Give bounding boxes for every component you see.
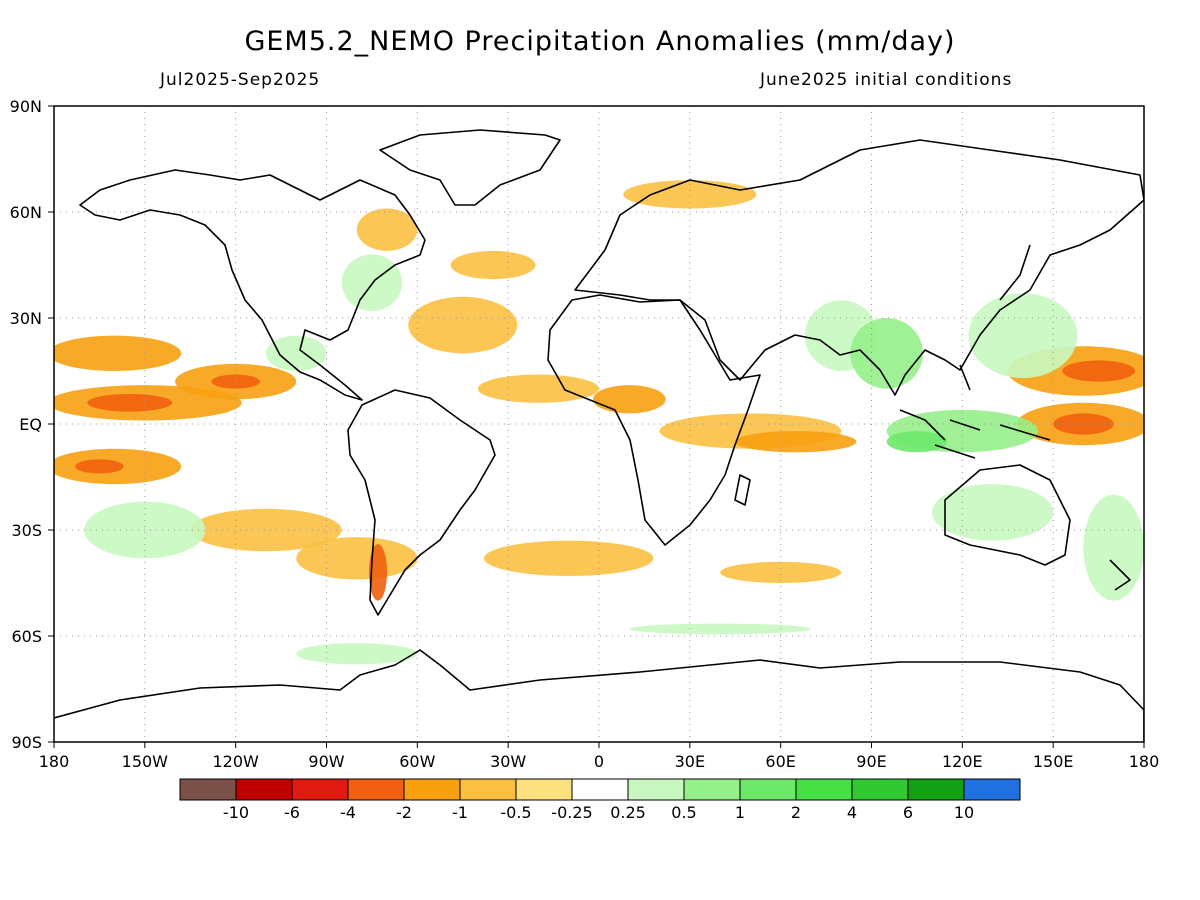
longitude-tick-label: 150E	[1033, 752, 1074, 771]
colorbar-label: -4	[340, 803, 356, 822]
anomaly-region	[87, 393, 173, 412]
anomaly-region	[1053, 413, 1114, 435]
anomaly-region	[477, 374, 599, 403]
colorbar-swatch	[739, 778, 797, 801]
anomaly-region	[968, 293, 1078, 379]
colorbar-swatch	[515, 778, 573, 801]
forecast-period: Jul2025-Sep2025	[160, 70, 321, 90]
longitude-tick-label: 90W	[308, 752, 344, 771]
initial-conditions: June2025 initial conditions	[760, 70, 1013, 90]
anomaly-region	[408, 296, 518, 354]
anomaly-field	[54, 180, 1144, 665]
anomaly-region	[886, 431, 948, 453]
anomaly-region	[190, 508, 342, 552]
anomaly-region	[1062, 360, 1135, 382]
longitude-tick-label: 180	[1129, 752, 1160, 771]
anomaly-region	[296, 537, 418, 580]
colorbar-label: -1	[452, 803, 468, 822]
anomaly-region	[932, 484, 1054, 541]
anomaly-region	[850, 318, 923, 389]
longitude-tick-label: 60W	[399, 752, 435, 771]
longitude-tick-label: 180	[39, 752, 70, 771]
anomaly-region	[368, 544, 388, 601]
longitude-tick-label: 120E	[942, 752, 983, 771]
longitude-tick-label: 0	[594, 752, 604, 771]
colorbar-swatch	[291, 778, 349, 801]
map-title: GEM5.2_NEMO Precipitation Anomalies (mm/…	[244, 26, 956, 57]
africa-coast	[547, 294, 761, 546]
latitude-tick-label: 90N	[10, 97, 42, 116]
antarctica-coast	[54, 649, 1144, 742]
new-zealand-coast	[1109, 559, 1131, 591]
anomaly-region	[54, 335, 182, 371]
latitude-tick-label: EQ	[19, 415, 42, 434]
latitude-tick-label: 60N	[10, 203, 42, 222]
anomaly-region	[450, 250, 536, 280]
latitude-tick-label: 90S	[11, 733, 42, 752]
colorbar-label: -6	[284, 803, 300, 822]
longitude-tick-label: 90E	[856, 752, 886, 771]
anomaly-region	[735, 431, 857, 453]
colorbar-label: 2	[791, 803, 801, 822]
longitude-tick-label: 60E	[765, 752, 795, 771]
colorbar-swatch	[571, 778, 629, 801]
colorbar-label: -2	[396, 803, 412, 822]
latitude-tick-label: 30N	[10, 309, 42, 328]
anomaly-region	[296, 643, 418, 665]
longitude-tick-label: 30E	[675, 752, 705, 771]
colorbar-swatch	[963, 778, 1021, 801]
colorbar-label: 0.25	[610, 803, 646, 822]
colorbar-swatch	[403, 778, 461, 801]
colorbar-swatch	[179, 778, 237, 801]
colorbar-swatch	[235, 778, 293, 801]
colorbar-label: -10	[223, 803, 249, 822]
colorbar-label: 4	[847, 803, 857, 822]
colorbar-swatch	[907, 778, 965, 801]
latitude-tick-label: 60S	[11, 627, 42, 646]
colorbar-swatch	[795, 778, 853, 801]
eurasia-coast	[574, 139, 1144, 396]
colorbar-label: 10	[954, 803, 974, 822]
anomaly-region	[356, 208, 418, 251]
coastlines	[54, 129, 1144, 742]
australia-coast	[944, 464, 1071, 566]
anomaly-region	[211, 374, 260, 389]
longitude-tick-label: 120W	[212, 752, 259, 771]
colorbar-label: 0.5	[671, 803, 696, 822]
japan-coast	[999, 244, 1031, 301]
anomaly-region	[629, 623, 811, 635]
colorbar-swatch	[459, 778, 517, 801]
latitude-axis: 90N 60N 30N EQ 30S 60S 90S	[10, 97, 54, 752]
colorbar-label: 6	[903, 803, 913, 822]
latitude-tick-label: 30S	[11, 521, 42, 540]
anomaly-region	[341, 254, 403, 311]
colorbar-label: 1	[735, 803, 745, 822]
anomaly-region	[75, 459, 124, 474]
south-america-coast	[347, 389, 496, 616]
colorbar: -10 -6 -4 -2 -1 -0.5 -0.25 0.25 0.5 1 2 4 6 10	[179, 778, 1021, 822]
colorbar-swatch	[347, 778, 405, 801]
greenland-coast	[379, 129, 561, 206]
longitude-tick-label: 30W	[490, 752, 526, 771]
anomaly-region	[1083, 494, 1144, 601]
anomaly-region	[265, 335, 327, 372]
colorbar-label: -0.5	[500, 803, 531, 822]
anomaly-region	[592, 385, 666, 414]
longitude-axis: 180 150W 120W 90W 60W 30W 0 30E 60E 90E 120E 150E 18…	[39, 742, 1160, 771]
colorbar-swatch	[683, 778, 741, 801]
colorbar-swatch	[851, 778, 909, 801]
north-america-coast	[79, 169, 426, 401]
colorbar-label: -0.25	[551, 803, 592, 822]
longitude-tick-label: 150W	[122, 752, 169, 771]
anomaly-region	[720, 561, 842, 584]
madagascar-coast	[734, 474, 751, 506]
colorbar-swatch	[627, 778, 685, 801]
anomaly-region	[483, 540, 654, 576]
maritime-continent-islands	[899, 364, 1051, 459]
